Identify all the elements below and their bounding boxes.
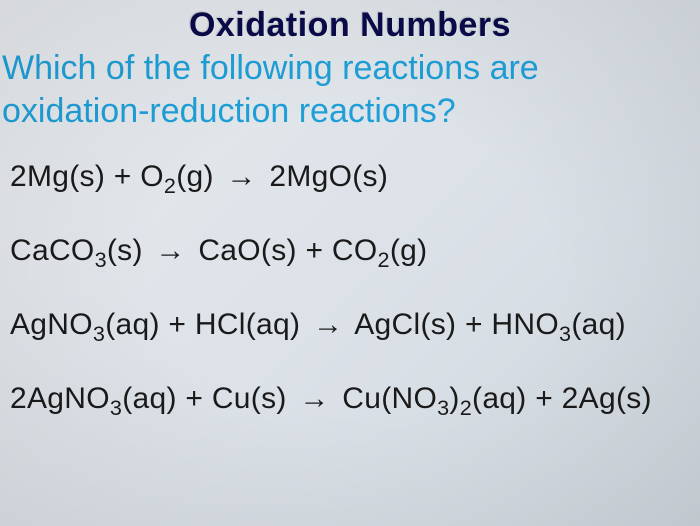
formula-text: (aq) <box>571 308 626 341</box>
formula-text: ) <box>449 382 459 415</box>
subscript: 2 <box>378 247 390 272</box>
subscript: 3 <box>559 321 571 346</box>
formula-text: AgCl(s) + HNO <box>347 308 559 341</box>
formula-text: (s) <box>107 234 152 267</box>
subscript: 3 <box>93 321 105 346</box>
formula-text: (aq) + HCl(aq) <box>105 308 309 341</box>
reaction-arrow-icon: → <box>295 382 333 416</box>
question-line-1: Which of the following reactions are <box>2 49 539 87</box>
subscript: 3 <box>437 395 449 420</box>
formula-text: AgNO <box>10 308 93 341</box>
formula-text: (aq) + 2Ag(s) <box>472 382 652 415</box>
slide-title: Oxidation Numbers <box>0 0 700 45</box>
reaction-arrow-icon: → <box>151 234 189 268</box>
subscript: 3 <box>95 247 107 272</box>
formula-text: CaO(s) + CO <box>190 234 378 267</box>
formula-text: 2MgO(s) <box>261 160 388 193</box>
formula-text: 2Mg(s) + O <box>10 160 164 193</box>
reaction-arrow-icon: → <box>222 160 260 194</box>
subscript: 3 <box>110 395 122 420</box>
subscript: 2 <box>460 395 472 420</box>
subscript: 2 <box>164 173 176 198</box>
reaction-arrow-icon: → <box>309 308 347 342</box>
reaction-equation: 2Mg(s) + O2(g) → 2MgO(s) <box>10 160 700 194</box>
formula-text: (aq) + Cu(s) <box>122 382 295 415</box>
formula-text: Cu(NO <box>334 382 437 415</box>
reaction-equation: AgNO3(aq) + HCl(aq) → AgCl(s) + HNO3(aq) <box>10 308 700 342</box>
reaction-list: 2Mg(s) + O2(g) → 2MgO(s)CaCO3(s) → CaO(s… <box>0 132 700 416</box>
formula-text: (g) <box>390 234 428 267</box>
formula-text: CaCO <box>10 234 95 267</box>
question-line-2: oxidation-reduction reactions? <box>2 92 456 130</box>
reaction-equation: CaCO3(s) → CaO(s) + CO2(g) <box>10 234 700 268</box>
reaction-equation: 2AgNO3(aq) + Cu(s) → Cu(NO3)2(aq) + 2Ag(… <box>10 382 700 416</box>
question-text: Which of the following reactions are oxi… <box>0 45 700 132</box>
formula-text: (g) <box>176 160 222 193</box>
formula-text: 2AgNO <box>10 382 110 415</box>
